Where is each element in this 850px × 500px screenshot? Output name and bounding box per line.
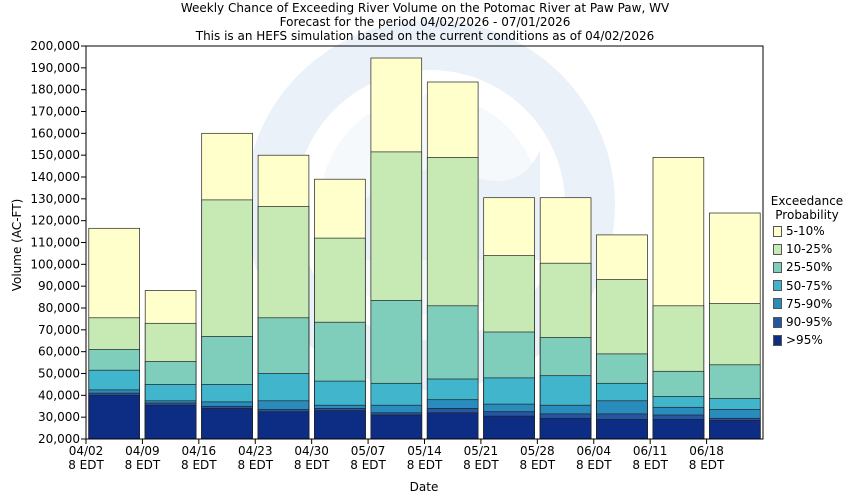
bar-segment-95-week-9 [539,417,592,440]
x-tick-label-date: 06/04 [576,444,611,458]
y-tick-label: 170,000 [30,105,80,119]
y-tick-label: 200,000 [30,39,80,53]
legend-title-line1: Exceedance [770,194,844,208]
x-tick-label-time: 8 EDT [576,458,612,472]
legend-swatch [773,243,782,255]
x-tick-label-time: 8 EDT [125,458,161,472]
x-tick-label-date: 04/30 [294,444,329,458]
legend-label: 25-50% [786,260,833,275]
bar-segment-95-week-7 [426,412,479,440]
x-tick-label-date: 04/23 [238,444,273,458]
y-axis-label: Volume (AC-FT) [10,198,24,292]
bar-segment-95-week-3 [201,408,253,440]
legend-label: 50-75% [786,278,833,293]
x-tick-label-date: 05/21 [464,444,499,458]
bar-segment-95-week-2 [144,404,197,440]
x-tick-label-time: 8 EDT [407,458,443,472]
bar-segment-95-week-12 [709,420,761,440]
x-tick-label-date: 04/02 [69,444,104,458]
y-tick-label: 80,000 [38,301,80,315]
x-tick-label-date: 05/14 [407,444,442,458]
y-tick-label: 40,000 [38,388,80,402]
x-tick-label-time: 8 EDT [294,458,330,472]
bar-segment-95-week-5 [314,410,366,440]
x-tick-label-date: 05/07 [351,444,386,458]
bar-segment-95-week-4 [257,411,310,440]
y-tick-label: 130,000 [30,192,80,206]
legend-item: 50-75% [773,277,846,295]
y-tick-label: 70,000 [38,323,80,337]
legend: Exceedance Probability 5-10% 10-25% 25-50%… [768,194,846,349]
legend-title-line2: Probability [775,208,839,222]
legend-label: 75-90% [786,296,833,311]
y-tick-label: 90,000 [38,279,80,293]
legend-swatch [773,334,782,346]
y-tick-label: 120,000 [30,214,80,228]
chart-subtitle-forecast-period: Forecast for the period 04/02/2026 - 07/… [279,15,571,29]
bar-segment-95-week-1 [88,394,140,440]
y-tick-label: 150,000 [30,148,80,162]
legend-label: 5-10% [786,224,825,239]
legend-swatch [773,280,782,292]
x-tick-label-time: 8 EDT [689,458,725,472]
y-tick-label: 160,000 [30,126,80,140]
y-tick-label: 110,000 [30,236,80,250]
legend-item: 25-50% [773,258,846,276]
legend-item: 75-90% [773,295,846,313]
legend-items: 5-10% 10-25% 25-50% 50-75% 75-90% 90-95% >95% [768,222,846,349]
legend-label: 10-25% [786,242,833,257]
legend-item: 90-95% [773,313,846,331]
x-axis-label: Date [409,480,439,494]
legend-item: 10-25% [773,240,846,258]
y-tick-label: 20,000 [38,432,80,446]
chart-subtitle-simulation-note: This is an HEFS simulation based on the … [195,29,655,43]
x-tick-label-time: 8 EDT [463,458,499,472]
x-tick-label-time: 8 EDT [632,458,668,472]
x-tick-label-time: 8 EDT [181,458,217,472]
x-tick-label-date: 06/11 [633,444,668,458]
x-tick-label-date: 05/28 [520,444,555,458]
y-tick-label: 50,000 [38,367,80,381]
legend-swatch [773,316,782,328]
legend-label: >95% [786,333,823,348]
legend-label: 90-95% [786,315,833,330]
x-tick-label-time: 8 EDT [237,458,273,472]
bar-segment-95-week-10 [596,419,648,440]
legend-item: 5-10% [773,222,846,240]
y-tick-label: 30,000 [38,410,80,424]
chart-title: Weekly Chance of Exceeding River Volume … [180,1,670,15]
y-tick-label: 60,000 [38,345,80,359]
bar-segment-95-week-6 [370,414,423,440]
y-tick-label: 190,000 [30,61,80,75]
legend-item: >95% [773,331,846,349]
y-tick-label: 180,000 [30,83,80,97]
x-tick-label-date: 04/16 [182,444,217,458]
y-tick-label: 100,000 [30,257,80,271]
x-tick-label-time: 8 EDT [350,458,386,472]
x-tick-label-time: 8 EDT [520,458,556,472]
y-tick-label: 140,000 [30,170,80,184]
legend-swatch [773,225,782,237]
x-tick-label-time: 8 EDT [68,458,104,472]
x-tick-label-date: 04/09 [125,444,160,458]
bar-segment-95-week-11 [652,419,705,440]
x-tick-label-date: 06/18 [689,444,724,458]
bar-segment-95-week-8 [483,415,535,440]
legend-swatch [773,261,782,273]
legend-swatch [773,298,782,310]
